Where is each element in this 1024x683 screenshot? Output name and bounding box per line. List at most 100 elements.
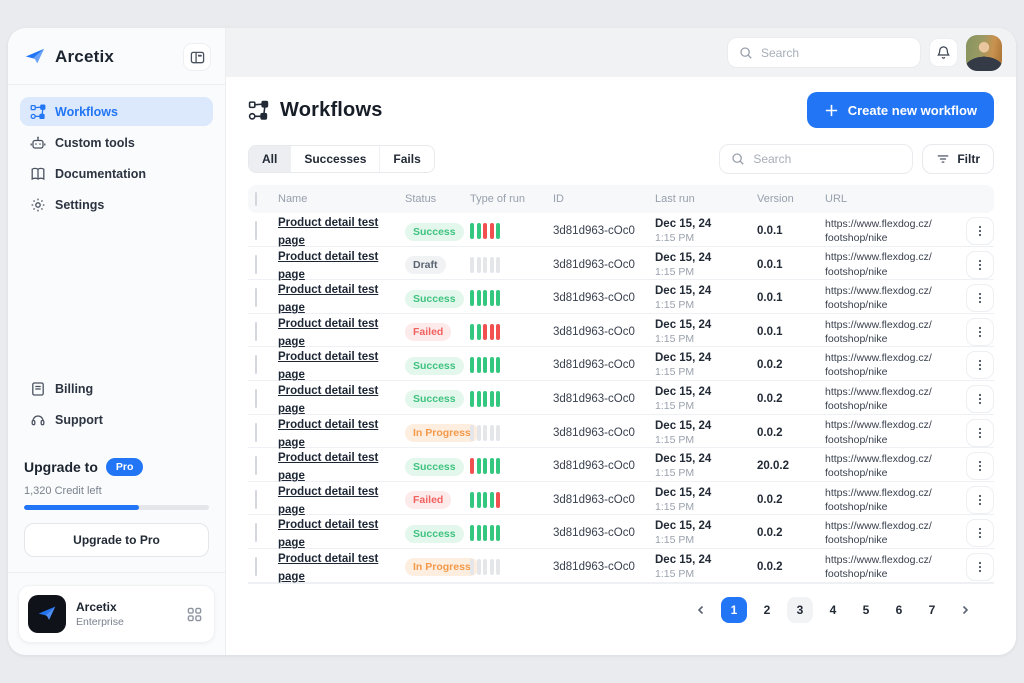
sidebar-item-support[interactable]: Support [20,405,213,434]
status-badge: Success [405,289,464,308]
table-search-input[interactable] [753,152,902,166]
pagination-page-1[interactable]: 1 [721,596,747,623]
workflow-name-link[interactable]: Product detail test page [278,452,379,483]
create-new-workflow-button[interactable]: Create new workflow [806,92,994,128]
row-checkbox[interactable] [255,254,257,274]
sidebar-logo-row: Arcetix [8,28,225,84]
sidebar-item-billing[interactable]: Billing [20,374,213,403]
bell-icon [936,45,951,60]
run-bar-green [496,357,500,374]
run-type-bars [470,357,553,374]
row-actions-button[interactable] [966,284,994,313]
upgrade-title: Upgrade to [24,459,98,475]
row-actions-button[interactable] [966,418,994,447]
sidebar-item-label: Workflows [55,104,118,119]
row-checkbox[interactable] [255,456,257,476]
workflow-url: https://www.flexdog.cz/footshop/nike [825,419,932,446]
row-checkbox[interactable] [255,556,257,576]
pagination-page-3[interactable]: 3 [787,596,813,623]
pagination-page-2[interactable]: 2 [754,597,780,623]
last-run-time: 1:15 PM [655,332,695,345]
row-actions-button[interactable] [966,485,994,514]
workflow-name-link[interactable]: Product detail test page [278,351,379,382]
workflow-id: 3d81d963-cOc0 [553,258,635,271]
table-header-row: Name Status Type of run ID Last run Version UR… [248,185,994,213]
sidebar-divider [8,572,225,573]
row-checkbox[interactable] [255,321,257,341]
row-checkbox[interactable] [255,388,257,408]
notifications-button[interactable] [929,38,958,67]
row-actions-button[interactable] [966,250,994,279]
row-actions-button[interactable] [966,452,994,481]
row-checkbox[interactable] [255,523,257,543]
run-bar-green [470,525,474,542]
workflows-title-icon [248,100,269,121]
run-bar-gray [470,256,474,273]
workflow-name-link[interactable]: Product detail test page [278,217,379,247]
pagination-prev-button[interactable] [688,597,714,623]
row-checkbox[interactable] [255,355,257,375]
topbar [226,28,1016,77]
version-value: 0.0.2 [757,426,783,439]
filter-button[interactable]: Filtr [922,144,994,174]
table-search[interactable] [719,144,914,174]
row-actions-button[interactable] [966,552,994,581]
row-actions-button[interactable] [966,384,994,413]
row-checkbox[interactable] [255,221,257,240]
last-run-cell: Dec 15, 24 1:15 PM [655,386,757,412]
billing-icon [30,381,46,397]
run-bar-red [496,491,500,508]
global-search-input[interactable] [761,45,909,60]
row-checkbox[interactable] [255,422,257,442]
pagination-page-5[interactable]: 5 [853,597,879,623]
run-bar-gray [476,558,481,575]
row-checkbox[interactable] [255,288,257,308]
run-bar-green [483,458,487,475]
pagination-page-6[interactable]: 6 [886,597,912,623]
version-value: 0.0.2 [757,392,783,405]
tab-successes[interactable]: Successes [290,146,379,172]
last-run-time: 1:15 PM [655,433,695,446]
sidebar-item-documentation[interactable]: Documentation [20,159,213,188]
row-actions-button[interactable] [966,351,994,380]
sidebar-item-label: Support [55,412,103,427]
workflow-name-link[interactable]: Product detail test page [278,519,379,550]
sidebar-collapse-button[interactable] [183,43,211,71]
row-actions-button[interactable] [966,317,994,346]
sidebar-item-custom-tools[interactable]: Custom tools [20,128,213,157]
table-row: Product detail test page In Progress 3d81d… [248,549,994,583]
status-filter-tabs: All Successes Fails [248,145,435,173]
last-run-cell: Dec 15, 24 1:15 PM [655,218,757,244]
workflow-name-link[interactable]: Product detail test page [278,485,379,516]
workflow-name-link[interactable]: Product detail test page [278,552,379,583]
upgrade-to-pro-button[interactable]: Upgrade to Pro [24,523,209,557]
tab-all[interactable]: All [249,146,291,172]
version-value: 0.0.2 [757,493,783,506]
sidebar-item-settings[interactable]: Settings [20,190,213,219]
plus-icon [824,103,839,118]
pagination-page-7[interactable]: 7 [919,597,945,623]
select-all-checkbox[interactable] [255,192,257,206]
tab-fails[interactable]: Fails [379,146,433,172]
kebab-icon [974,494,986,506]
workflow-name-link[interactable]: Product detail test page [278,284,379,315]
workflow-name-link[interactable]: Product detail test page [278,384,379,415]
workspace-card[interactable]: Arcetix Enterprise [18,585,215,643]
apps-grid-icon[interactable] [187,607,202,622]
user-avatar[interactable] [966,34,1002,71]
workflow-id: 3d81d963-cOc0 [553,527,635,540]
row-checkbox[interactable] [255,489,257,509]
workflow-name-link[interactable]: Product detail test page [278,250,379,281]
global-search[interactable] [727,37,921,68]
workflow-name-link[interactable]: Product detail test page [278,317,379,348]
table-row: Product detail test page Success 3d81d963-… [248,448,994,482]
row-actions-button[interactable] [966,519,994,548]
pagination-next-button[interactable] [952,597,978,623]
pagination-page-4[interactable]: 4 [820,597,846,623]
sidebar-item-workflows[interactable]: Workflows [20,97,213,126]
workflow-name-link[interactable]: Product detail test page [278,418,379,449]
row-actions-button[interactable] [966,217,994,245]
status-badge: Success [405,457,464,476]
arcetix-logo-icon [24,46,46,68]
